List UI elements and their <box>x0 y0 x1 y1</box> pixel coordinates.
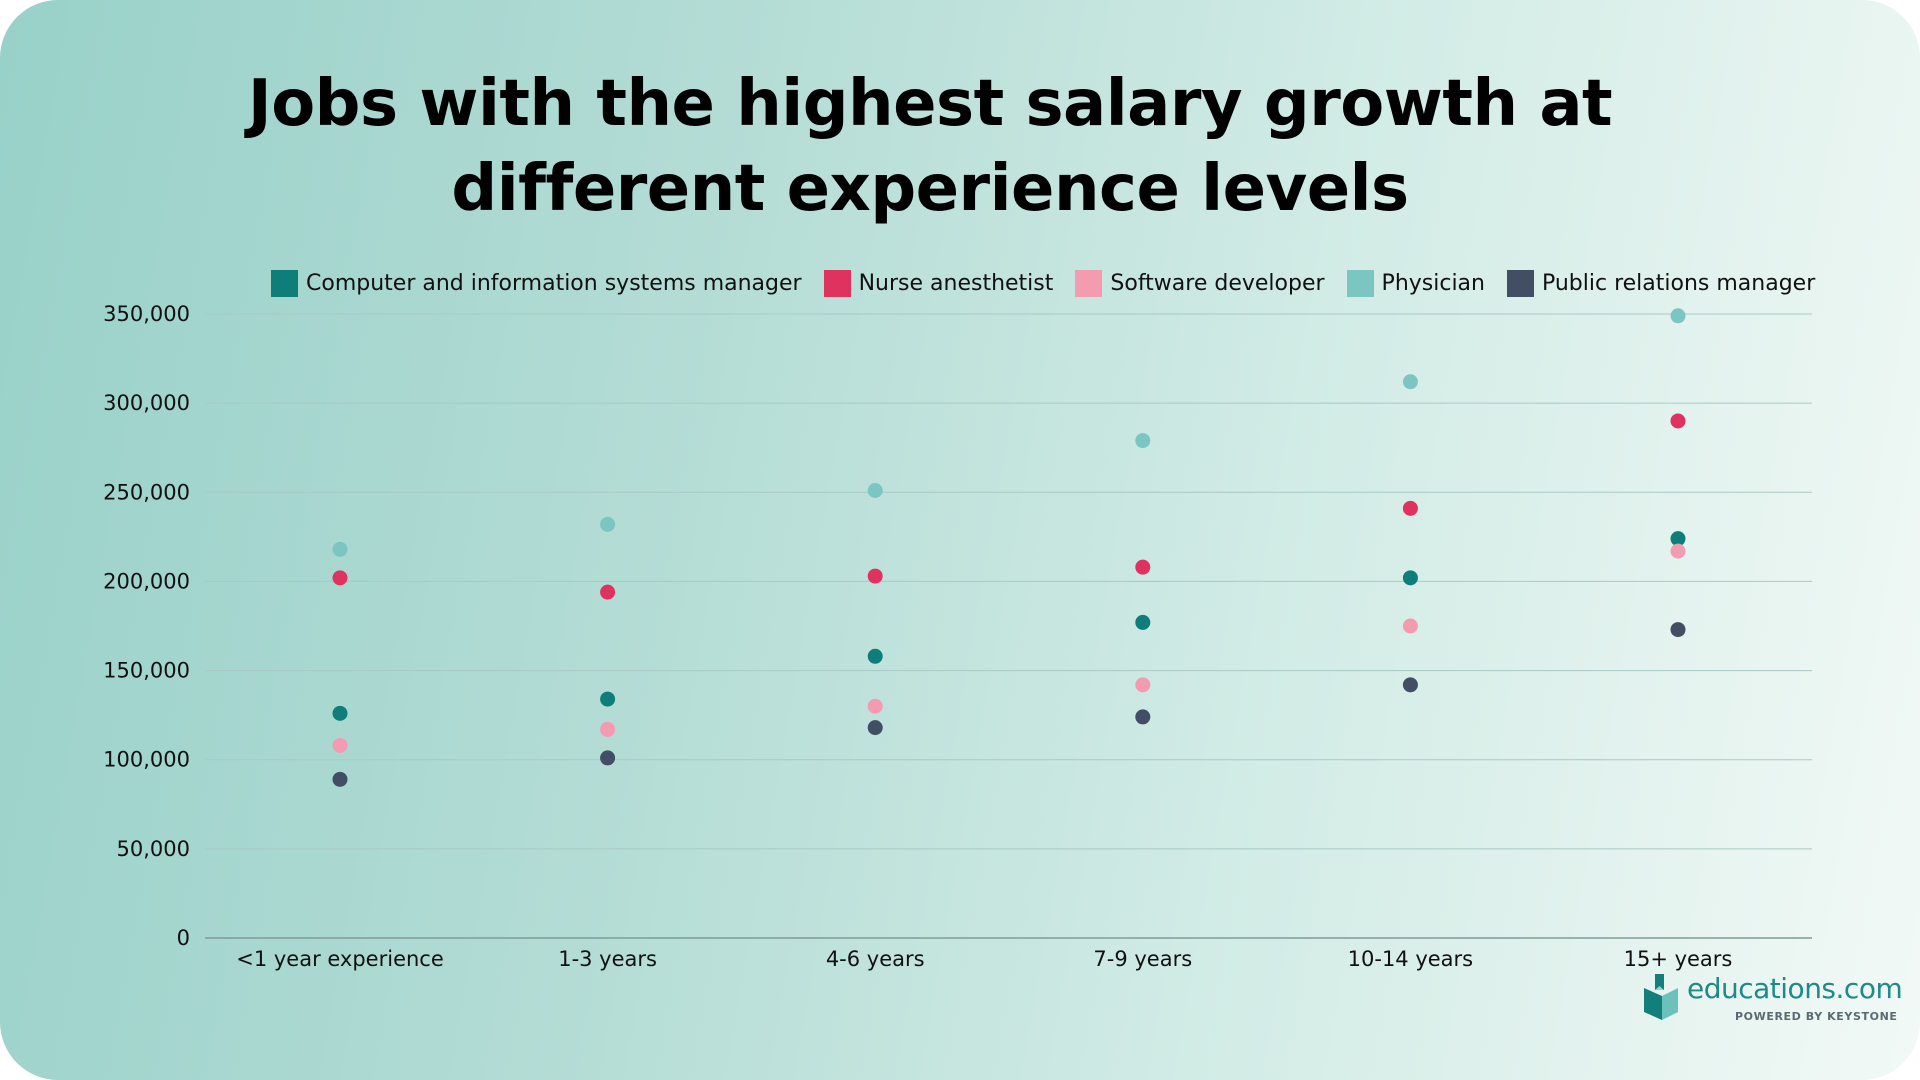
y-tick-label: 100,000 <box>103 748 190 772</box>
data-point-nurse-anesthetist <box>1670 413 1686 429</box>
logo-wordmark: educations.com <box>1687 972 1903 1005</box>
data-point-software-developer <box>867 698 883 714</box>
legend-label: Public relations manager <box>1541 271 1816 296</box>
legend-swatch <box>1506 270 1534 297</box>
data-point-nurse-anesthetist <box>1135 559 1151 575</box>
legend-label: Physician <box>1381 271 1485 296</box>
data-point-computer-and-information-systems-manager <box>1670 531 1686 547</box>
book-icon <box>1644 974 1678 1020</box>
legend-item-public-relations-manager: Public relations manager <box>1506 270 1816 297</box>
data-point-physician <box>1135 433 1151 449</box>
legend-item-nurse-anesthetist: Nurse anesthetist <box>823 270 1054 297</box>
data-point-nurse-anesthetist <box>332 570 348 586</box>
legend-swatch <box>271 270 298 297</box>
y-tick-label: 0 <box>177 926 190 950</box>
y-tick-label: 300,000 <box>103 391 190 415</box>
logo-tagline: POWERED BY KEYSTONE <box>1735 1010 1898 1023</box>
x-tick-label: 1-3 years <box>558 947 657 971</box>
data-point-public-relations-manager <box>600 750 616 766</box>
legend-swatch <box>823 270 851 297</box>
data-point-software-developer <box>1670 543 1686 559</box>
data-point-software-developer <box>600 721 616 737</box>
y-tick-label: 350,000 <box>103 302 190 326</box>
legend-swatch <box>1075 270 1103 297</box>
data-point-public-relations-manager <box>867 720 883 736</box>
data-point-computer-and-information-systems-manager <box>1135 614 1151 630</box>
data-point-software-developer <box>1402 618 1418 634</box>
legend-label: Software developer <box>1110 271 1325 296</box>
legend-swatch <box>1346 270 1374 297</box>
x-tick-label: <1 year experience <box>236 947 444 971</box>
legend-item-software-developer: Software developer <box>1075 270 1325 297</box>
data-point-public-relations-manager <box>1402 677 1418 693</box>
data-point-nurse-anesthetist <box>1402 500 1418 516</box>
y-tick-label: 200,000 <box>103 569 190 593</box>
data-point-public-relations-manager <box>1135 709 1151 725</box>
x-tick-label: 7-9 years <box>1093 947 1192 971</box>
data-point-physician <box>332 541 348 557</box>
x-tick-label: 15+ years <box>1624 947 1733 971</box>
data-point-physician <box>1402 374 1418 390</box>
educations-logo: educations.com POWERED BY KEYSTONE <box>1642 972 1903 1028</box>
data-point-nurse-anesthetist <box>600 584 616 600</box>
legend-label: Nurse anesthetist <box>858 271 1054 296</box>
x-tick-label: 4-6 years <box>826 947 925 971</box>
y-tick-label: 250,000 <box>103 480 190 504</box>
legend-item-physician: Physician <box>1346 270 1485 297</box>
data-point-computer-and-information-systems-manager <box>600 691 616 707</box>
data-point-software-developer <box>332 737 348 753</box>
data-point-public-relations-manager <box>332 771 348 787</box>
x-tick-label: 10-14 years <box>1348 947 1474 971</box>
data-point-nurse-anesthetist <box>867 568 883 584</box>
legend-item-computer-and-information-systems-manager: Computer and information systems manager <box>271 270 802 297</box>
legend: Computer and information systems manager… <box>271 270 1837 297</box>
data-point-computer-and-information-systems-manager <box>332 705 348 721</box>
y-tick-label: 50,000 <box>117 837 190 861</box>
data-point-physician <box>1670 308 1686 324</box>
data-point-computer-and-information-systems-manager <box>867 648 883 664</box>
data-point-computer-and-information-systems-manager <box>1402 570 1418 586</box>
data-point-software-developer <box>1135 677 1151 693</box>
data-point-public-relations-manager <box>1670 622 1686 638</box>
data-point-physician <box>867 483 883 499</box>
y-tick-label: 150,000 <box>103 659 190 683</box>
legend-label: Computer and information systems manager <box>306 271 802 296</box>
chart-title: Jobs with the highest salary growth at d… <box>247 67 1613 226</box>
data-point-physician <box>600 516 616 532</box>
